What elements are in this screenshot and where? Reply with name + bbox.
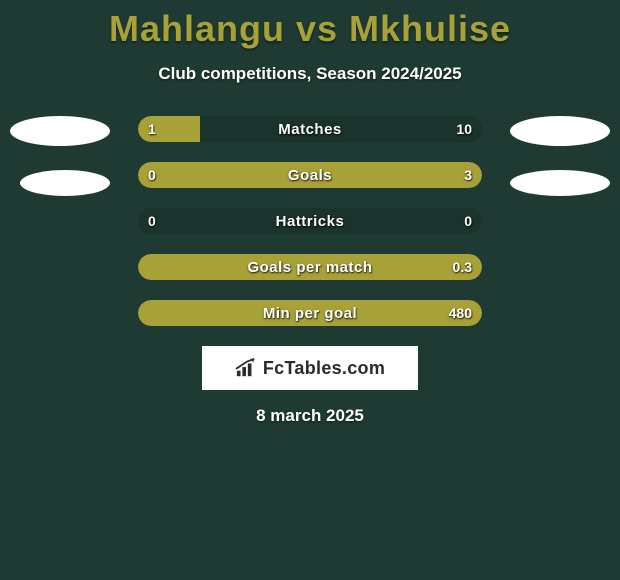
player-right-placeholder-2 — [510, 170, 610, 196]
bar-label: Matches — [138, 116, 482, 142]
bar-label: Min per goal — [138, 300, 482, 326]
bar-row: 110Matches — [138, 116, 482, 142]
bar-row: 03Goals — [138, 162, 482, 188]
barchart-icon — [235, 358, 257, 378]
player-left-placeholder-1 — [10, 116, 110, 146]
brand-text: FcTables.com — [263, 358, 385, 379]
player-left-placeholder-2 — [20, 170, 110, 196]
bar-row: 0.3Goals per match — [138, 254, 482, 280]
bar-label: Goals — [138, 162, 482, 188]
page-subtitle: Club competitions, Season 2024/2025 — [0, 64, 620, 84]
bar-label: Hattricks — [138, 208, 482, 234]
comparison-chart: 110Matches 03Goals 00Hattricks 0.3Goals per… — [0, 116, 620, 326]
page-title: Mahlangu vs Mkhulise — [0, 0, 620, 50]
brand-box: FcTables.com — [202, 346, 418, 390]
footer-date: 8 march 2025 — [0, 406, 620, 426]
bar-row: 480Min per goal — [138, 300, 482, 326]
player-right-placeholder-1 — [510, 116, 610, 146]
bar-row: 00Hattricks — [138, 208, 482, 234]
bar-label: Goals per match — [138, 254, 482, 280]
bars-container: 110Matches 03Goals 00Hattricks 0.3Goals per… — [138, 116, 482, 326]
